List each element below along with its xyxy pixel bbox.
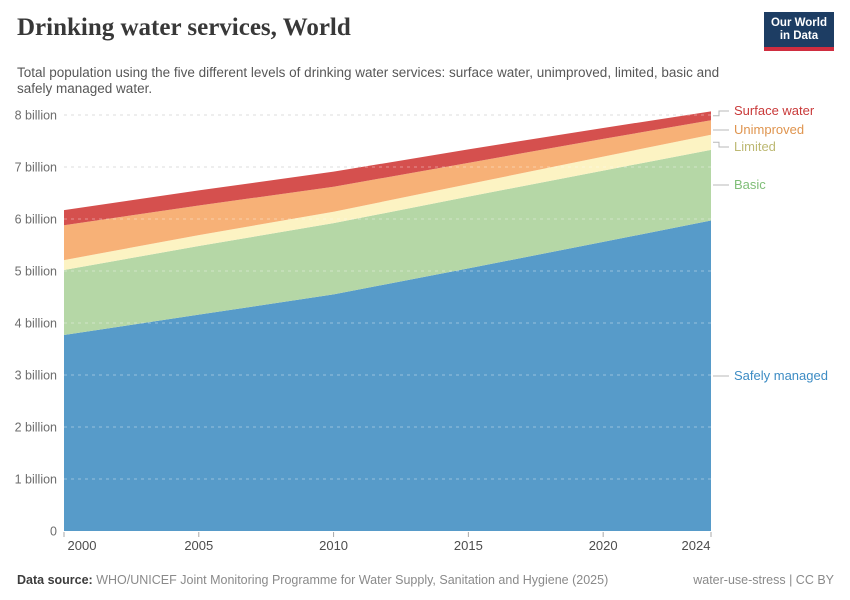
chart-subtitle: Total population using the five differen…	[17, 64, 720, 96]
owid-logo-line1: Our World	[770, 17, 827, 29]
y-axis-label: 0	[50, 525, 57, 539]
area-limited[interactable]	[64, 134, 711, 270]
area-safely-managed[interactable]	[64, 220, 711, 531]
x-axis-label: 2010	[319, 538, 348, 553]
area-basic[interactable]	[64, 149, 711, 335]
x-axis-label: 2000	[68, 538, 97, 553]
data-source-line: Data source: WHO/UNICEF Joint Monitoring…	[17, 573, 608, 587]
license-note[interactable]: water-use-stress | CC BY	[693, 573, 834, 587]
y-axis-label: 1 billion	[15, 473, 57, 487]
legend-label-safely-managed[interactable]: Safely managed	[734, 368, 828, 383]
data-source-label: Data source:	[17, 573, 93, 587]
legend-connector	[713, 141, 729, 148]
y-axis-label: 5 billion	[15, 265, 57, 279]
y-axis-label: 8 billion	[15, 109, 57, 123]
legend-label-surface-water[interactable]: Surface water	[734, 103, 815, 118]
owid-logo[interactable]: Our World in Data	[763, 12, 834, 51]
legend-connector	[713, 110, 729, 117]
legend-label-unimproved[interactable]: Unimproved	[734, 122, 805, 137]
y-axis-label: 6 billion	[15, 213, 57, 227]
legend-label-limited[interactable]: Limited	[734, 139, 776, 154]
owid-logo-line2: in Data	[779, 30, 819, 42]
area-surface-water[interactable]	[64, 111, 711, 226]
x-axis-label: 2005	[184, 538, 213, 553]
legend-connectors	[713, 110, 729, 377]
data-source-text: WHO/UNICEF Joint Monitoring Programme fo…	[96, 573, 609, 587]
area-unimproved[interactable]	[64, 120, 711, 261]
x-axis-label: 2020	[589, 538, 618, 553]
y-axis-label: 3 billion	[15, 369, 57, 383]
x-axis-label: 2024	[682, 538, 711, 553]
y-axis-label: 7 billion	[15, 161, 57, 175]
page-title: Drinking water services, World	[17, 14, 351, 41]
x-axis-label: 2015	[454, 538, 483, 553]
chart-footer: Data source: WHO/UNICEF Joint Monitoring…	[17, 573, 834, 587]
y-axis-label: 4 billion	[15, 317, 57, 331]
y-axis-label: 2 billion	[15, 421, 57, 435]
legend-label-basic[interactable]: Basic	[734, 177, 766, 192]
